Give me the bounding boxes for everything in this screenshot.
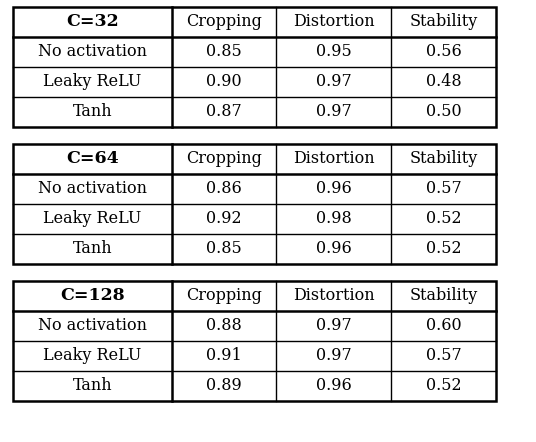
- Text: C=128: C=128: [60, 287, 125, 304]
- Text: 0.50: 0.50: [426, 103, 461, 120]
- Text: 0.48: 0.48: [426, 73, 461, 90]
- Text: 0.91: 0.91: [206, 347, 242, 364]
- Text: Tanh: Tanh: [73, 103, 112, 120]
- Text: 0.95: 0.95: [316, 43, 352, 60]
- Text: 0.98: 0.98: [316, 210, 352, 227]
- Text: No activation: No activation: [38, 43, 147, 60]
- Text: Stability: Stability: [410, 13, 478, 30]
- Text: 0.57: 0.57: [426, 180, 461, 197]
- Text: 0.97: 0.97: [316, 103, 352, 120]
- Text: 0.97: 0.97: [316, 317, 352, 334]
- Text: No activation: No activation: [38, 317, 147, 334]
- Text: Stability: Stability: [410, 287, 478, 304]
- Text: Tanh: Tanh: [73, 377, 112, 394]
- Text: 0.56: 0.56: [426, 43, 461, 60]
- Text: Cropping: Cropping: [186, 150, 262, 167]
- Bar: [13, 281, 496, 401]
- Text: Leaky ReLU: Leaky ReLU: [43, 73, 142, 90]
- Text: 0.89: 0.89: [206, 377, 242, 394]
- Text: 0.97: 0.97: [316, 347, 352, 364]
- Text: 0.86: 0.86: [206, 180, 242, 197]
- Bar: [13, 7, 496, 127]
- Text: No activation: No activation: [38, 180, 147, 197]
- Text: C=32: C=32: [66, 13, 119, 30]
- Text: 0.90: 0.90: [206, 73, 242, 90]
- Text: 0.96: 0.96: [316, 240, 352, 257]
- Text: 0.60: 0.60: [426, 317, 461, 334]
- Text: 0.52: 0.52: [426, 240, 461, 257]
- Text: Cropping: Cropping: [186, 13, 262, 30]
- Text: 0.88: 0.88: [206, 317, 242, 334]
- Text: C=64: C=64: [66, 150, 119, 167]
- Text: Leaky ReLU: Leaky ReLU: [43, 210, 142, 227]
- Text: 0.85: 0.85: [206, 43, 242, 60]
- Text: 0.97: 0.97: [316, 73, 352, 90]
- Text: Distortion: Distortion: [293, 150, 375, 167]
- Text: Leaky ReLU: Leaky ReLU: [43, 347, 142, 364]
- Text: 0.57: 0.57: [426, 347, 461, 364]
- Text: 0.92: 0.92: [206, 210, 242, 227]
- Text: 0.52: 0.52: [426, 210, 461, 227]
- Text: Cropping: Cropping: [186, 287, 262, 304]
- Text: Stability: Stability: [410, 150, 478, 167]
- Text: 0.87: 0.87: [206, 103, 242, 120]
- Text: Tanh: Tanh: [73, 240, 112, 257]
- Text: 0.52: 0.52: [426, 377, 461, 394]
- Text: Distortion: Distortion: [293, 13, 375, 30]
- Bar: [13, 144, 496, 264]
- Text: Distortion: Distortion: [293, 287, 375, 304]
- Text: 0.96: 0.96: [316, 180, 352, 197]
- Text: 0.85: 0.85: [206, 240, 242, 257]
- Text: 0.96: 0.96: [316, 377, 352, 394]
